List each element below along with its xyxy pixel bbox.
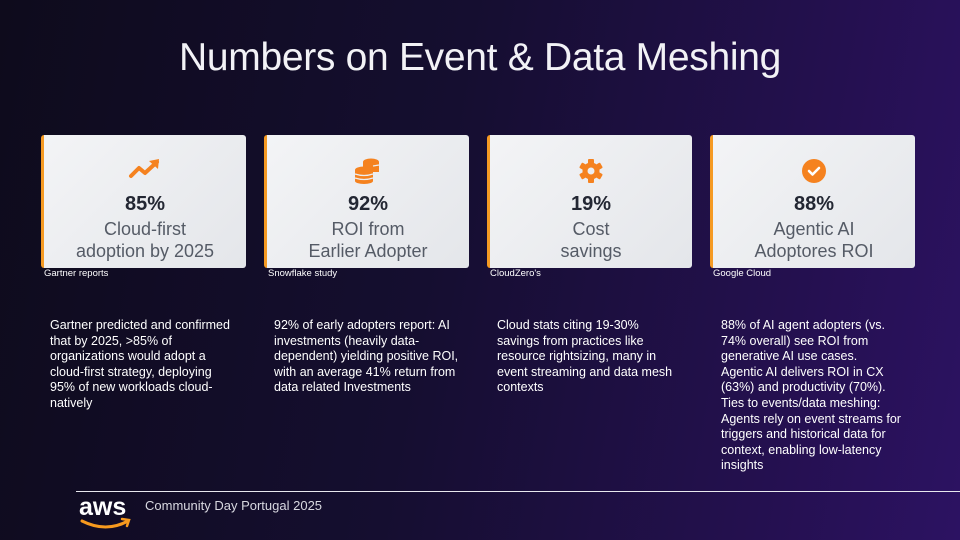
- svg-text:aws: aws: [79, 493, 126, 521]
- source-caption: Google Cloud: [713, 268, 772, 279]
- stat-description: Cloud stats citing 19-30% savings from p…: [497, 318, 673, 395]
- stat-label: Cost savings: [560, 219, 622, 261]
- stat-description: Gartner predicted and confirmed that by …: [50, 318, 230, 410]
- source-caption: CloudZero's: [490, 268, 541, 279]
- stat-card-cost: 19% Cost savings: [487, 135, 692, 268]
- source-caption: Snowflake study: [268, 268, 338, 279]
- stat-label: Cloud-first adoption by 2025: [75, 219, 215, 261]
- stat-label: Agentic AI Adoptores ROI: [754, 219, 874, 261]
- stat-description: 88% of AI agent adopters (vs. 74% overal…: [721, 318, 901, 473]
- stat-card-cloud-first: 85% Cloud-first adoption by 2025: [41, 135, 246, 268]
- footer-divider: [76, 491, 960, 492]
- stat-description: 92% of early adopters report: AI investm…: [274, 318, 459, 395]
- slide-title: Numbers on Event & Data Meshing: [179, 36, 781, 79]
- stat-value: 19%: [570, 193, 612, 215]
- gear-icon: [490, 158, 692, 184]
- stat-card-roi: 92% ROI from Earlier Adopter: [264, 135, 469, 268]
- coins-icon: [267, 158, 469, 184]
- source-caption: Gartner reports: [44, 268, 109, 279]
- trending-up-icon: [44, 158, 246, 184]
- check-circle-icon: [713, 158, 915, 184]
- stat-card-agentic: 88% Agentic AI Adoptores ROI: [710, 135, 915, 268]
- aws-logo: aws: [78, 493, 134, 538]
- stat-value: 85%: [124, 193, 166, 215]
- stat-label: ROI from Earlier Adopter: [308, 219, 428, 261]
- footer-event-name: Community Day Portugal 2025: [145, 498, 323, 513]
- stat-value: 88%: [793, 193, 835, 215]
- stat-value: 92%: [347, 193, 389, 215]
